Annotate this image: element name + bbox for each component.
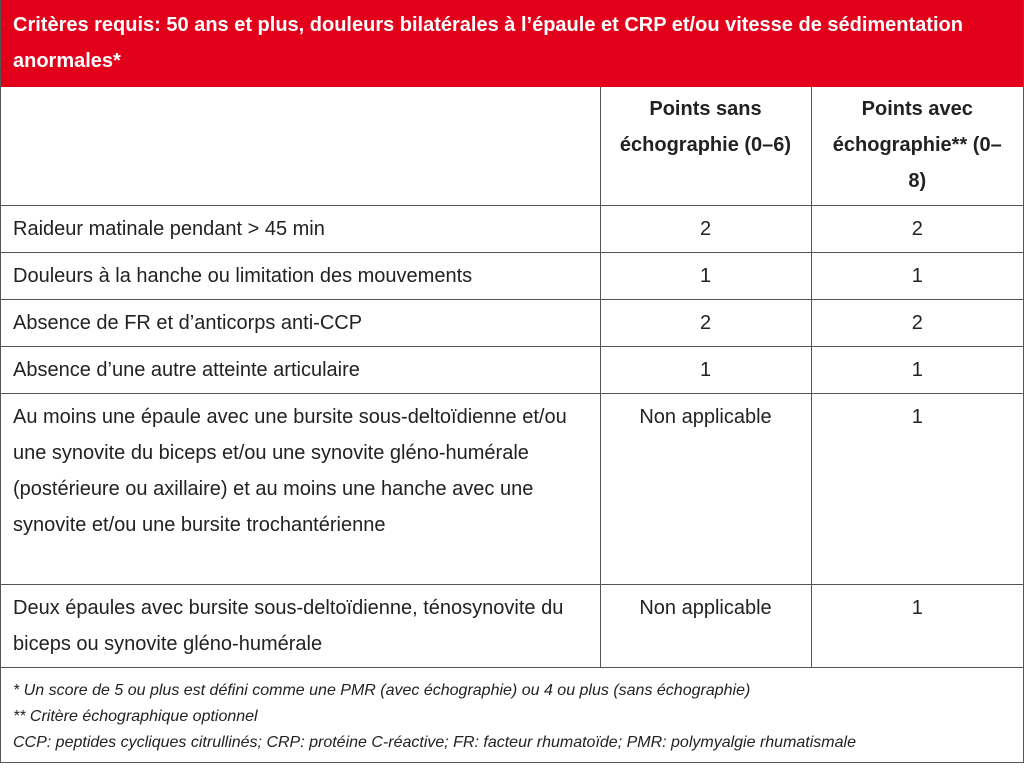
table-row: Raideur matinale pendant > 45 min 2 2 [1,204,1023,253]
header-row: Points sans échographie (0–6) Points avec… [1,87,1023,206]
criterion: Au moins une épaule avec une bursite sou… [1,392,601,585]
points: 2 [810,298,1023,347]
points: 2 [599,204,812,253]
table-body: Points sans échographie (0–6) Points avec… [1,87,1023,668]
table-card: Critères requis: 50 ans et plus, douleur… [0,0,1024,763]
table-row: Au moins une épaule avec une bursite sou… [1,392,1023,585]
table-title: Critères requis: 50 ans et plus, douleur… [1,0,1023,87]
points: 2 [599,298,812,347]
criterion: Raideur matinale pendant > 45 min [1,204,601,253]
points: Non applicable [599,583,812,668]
footnote: * Un score de 5 ou plus est défini comme… [13,681,751,699]
footnote: CCP: peptides cycliques citrullinés; CRP… [13,733,856,751]
points: 1 [810,345,1023,394]
criterion: Douleurs à la hanche ou limitation des m… [1,251,601,300]
points: 1 [599,251,812,300]
header-cell [1,87,601,206]
criterion: Absence d’une autre atteinte articulaire [1,345,601,394]
criterion: Deux épaules avec bursite sous-deltoïdie… [1,583,601,668]
criteria-table: Points sans échographie (0–6) Points avec… [1,87,1023,668]
column-header: Points avec échographie** (0–8) [810,87,1023,206]
column-header: Points sans échographie (0–6) [599,87,812,206]
points: 1 [810,392,1023,585]
table-row: Absence de FR et d’anticorps anti-CCP 2 2 [1,298,1023,347]
table-row: Absence d’une autre atteinte articulaire… [1,345,1023,394]
footnotes: * Un score de 5 ou plus est défini comme… [1,668,1023,762]
points: 1 [599,345,812,394]
points: 1 [810,251,1023,300]
points: Non applicable [599,392,812,585]
points: 1 [810,583,1023,668]
footnote: ** Critère échographique optionnel [13,707,258,725]
table-row: Douleurs à la hanche ou limitation des m… [1,251,1023,300]
table-row: Deux épaules avec bursite sous-deltoïdie… [1,583,1023,668]
criterion: Absence de FR et d’anticorps anti-CCP [1,298,601,347]
points: 2 [810,204,1023,253]
